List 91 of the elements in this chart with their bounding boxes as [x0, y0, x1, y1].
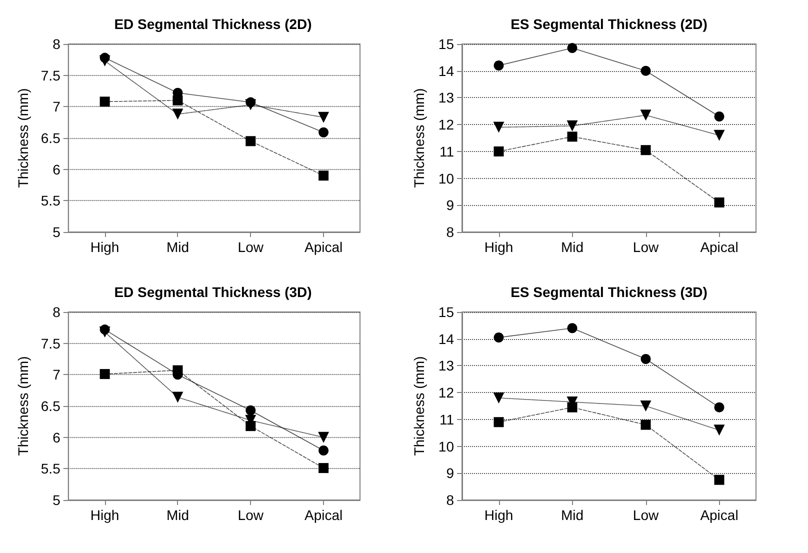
- y-axis-title: Thickness (mm): [15, 88, 31, 188]
- y-tick-label: 12: [438, 116, 454, 133]
- y-tick-label: 9: [446, 197, 454, 214]
- point: [246, 405, 256, 416]
- point: [493, 392, 504, 404]
- x-tick-label: Mid: [560, 239, 584, 255]
- x-tick-label: Apical: [700, 507, 738, 523]
- y-tick-label: 5.5: [40, 460, 61, 477]
- chart-title: ED Segmental Thickness (2D): [114, 16, 312, 32]
- point: [494, 332, 504, 343]
- point: [172, 108, 184, 120]
- x-tick-label: Low: [238, 507, 264, 523]
- point: [246, 136, 256, 146]
- y-tick-label: 8: [52, 36, 61, 52]
- point: [494, 146, 504, 156]
- point: [100, 52, 110, 63]
- x-tick-label: High: [90, 239, 120, 255]
- point: [567, 43, 578, 54]
- point: [246, 97, 256, 108]
- chart-title: ES Segmental Thickness (2D): [510, 16, 708, 32]
- y-tick-label: 11: [439, 143, 454, 160]
- y-tick-label: 14: [438, 330, 454, 347]
- y-tick-label: 8: [446, 224, 454, 240]
- point: [714, 197, 724, 208]
- chart-title: ES Segmental Thickness (3D): [510, 284, 708, 300]
- y-tick-label: 15: [438, 36, 454, 52]
- point: [567, 323, 578, 334]
- point: [318, 127, 329, 138]
- x-tick-label: Low: [238, 239, 264, 255]
- y-tick-label: 10: [438, 438, 454, 454]
- chart-title: ED Segmental Thickness (3D): [114, 284, 312, 300]
- point: [567, 132, 578, 142]
- point: [640, 110, 652, 121]
- point: [714, 112, 724, 122]
- y-tick-label: 8: [446, 492, 454, 508]
- y-axis-title: Thickness (mm): [411, 88, 427, 188]
- y-tick-label: 7: [52, 98, 61, 115]
- point: [640, 400, 652, 412]
- y-tick-label: 6: [52, 429, 61, 446]
- point: [640, 354, 651, 364]
- y-tick-label: 10: [438, 170, 454, 186]
- y-tick-label: 9: [446, 465, 454, 482]
- x-tick-label: Low: [632, 507, 660, 523]
- y-tick-label: 7: [52, 366, 61, 383]
- point: [640, 420, 651, 430]
- point: [640, 145, 651, 156]
- y-tick-label: 15: [438, 304, 454, 320]
- y-tick-label: 6.5: [40, 398, 61, 414]
- y-tick-label: 5: [52, 224, 61, 240]
- x-tick-label: Apical: [700, 239, 738, 255]
- y-tick-label: 6.5: [40, 130, 61, 146]
- point: [566, 120, 578, 132]
- x-tick-label: Mid: [560, 507, 584, 523]
- point: [714, 402, 724, 412]
- point: [640, 66, 651, 76]
- point: [494, 60, 504, 70]
- point: [318, 170, 329, 181]
- point: [100, 369, 110, 380]
- y-tick-label: 12: [438, 384, 454, 401]
- point: [493, 122, 504, 133]
- x-tick-label: Mid: [166, 239, 190, 255]
- point: [714, 474, 724, 485]
- y-tick-label: 5: [52, 492, 61, 508]
- y-tick-label: 14: [438, 62, 454, 79]
- point: [100, 324, 110, 335]
- point: [318, 112, 330, 123]
- y-tick-label: 6: [52, 161, 61, 178]
- x-tick-label: High: [90, 507, 120, 523]
- y-tick-label: 8: [52, 304, 61, 320]
- point: [714, 424, 725, 436]
- point: [172, 392, 184, 403]
- x-tick-label: High: [484, 239, 514, 255]
- y-tick-label: 7.5: [40, 67, 61, 84]
- y-tick-label: 13: [438, 90, 454, 106]
- y-tick-label: 5.5: [40, 192, 61, 209]
- point: [318, 432, 330, 443]
- x-tick-label: Apical: [304, 239, 343, 255]
- point: [494, 417, 504, 428]
- x-tick-label: Apical: [304, 507, 343, 523]
- x-tick-label: Mid: [166, 507, 190, 523]
- point: [714, 130, 725, 141]
- point: [318, 445, 329, 456]
- y-axis-title: Thickness (mm): [411, 356, 427, 456]
- y-tick-label: 7.5: [40, 335, 61, 352]
- y-axis-title: Thickness (mm): [15, 356, 31, 456]
- y-tick-label: 11: [439, 411, 454, 428]
- point: [100, 96, 110, 107]
- point: [318, 463, 329, 474]
- x-tick-label: High: [484, 507, 514, 523]
- x-tick-label: Low: [632, 239, 660, 255]
- y-tick-label: 13: [438, 358, 454, 374]
